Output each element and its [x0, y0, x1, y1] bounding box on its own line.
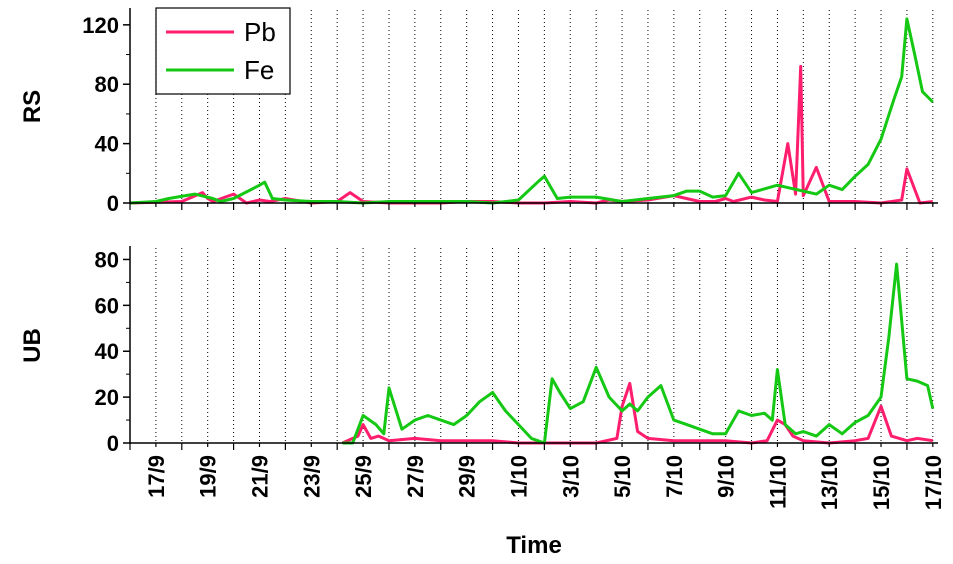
x-tick-label: 1/10 — [506, 455, 531, 498]
legend-label-fe: Fe — [244, 55, 274, 85]
series-line-ub-fe — [342, 262, 935, 445]
y-axis-title-ub: UB — [19, 328, 46, 363]
y-tick-label: 0 — [107, 191, 119, 216]
x-tick-label: 15/10 — [869, 455, 894, 510]
y-tick-label: 80 — [95, 247, 119, 272]
x-tick-label: 7/10 — [662, 455, 687, 498]
legend-box — [155, 7, 291, 95]
x-tick-label: 13/10 — [817, 455, 842, 510]
y-tick-label: 80 — [95, 72, 119, 97]
x-tick-label: 3/10 — [558, 455, 583, 498]
x-tick-label: 21/9 — [247, 455, 272, 498]
x-tick-label: 29/9 — [455, 455, 480, 498]
y-tick-label: 20 — [95, 385, 119, 410]
x-tick-label: 23/9 — [299, 455, 324, 498]
x-tick-label: 9/10 — [714, 455, 739, 498]
y-axis-title-rs: RS — [19, 90, 46, 123]
x-tick-label: 25/9 — [351, 455, 376, 498]
y-tick-label: 0 — [107, 431, 119, 456]
series-line-ub-pb — [341, 381, 934, 445]
y-tick-label: 120 — [82, 13, 119, 38]
legend-label-pb: Pb — [244, 17, 276, 47]
x-tick-label: 5/10 — [610, 455, 635, 498]
y-tick-label: 40 — [95, 132, 119, 157]
x-axis-title: Time — [506, 532, 562, 559]
x-tick-label: 19/9 — [196, 455, 221, 498]
y-tick-label: 60 — [95, 293, 119, 318]
series-line-rs-fe — [129, 17, 934, 205]
y-tick-label: 40 — [95, 339, 119, 364]
x-tick-label: 11/10 — [765, 455, 790, 509]
x-tick-label: 27/9 — [403, 455, 428, 498]
x-tick-label: 17/9 — [144, 455, 169, 498]
x-tick-label: 17/10 — [921, 455, 946, 510]
